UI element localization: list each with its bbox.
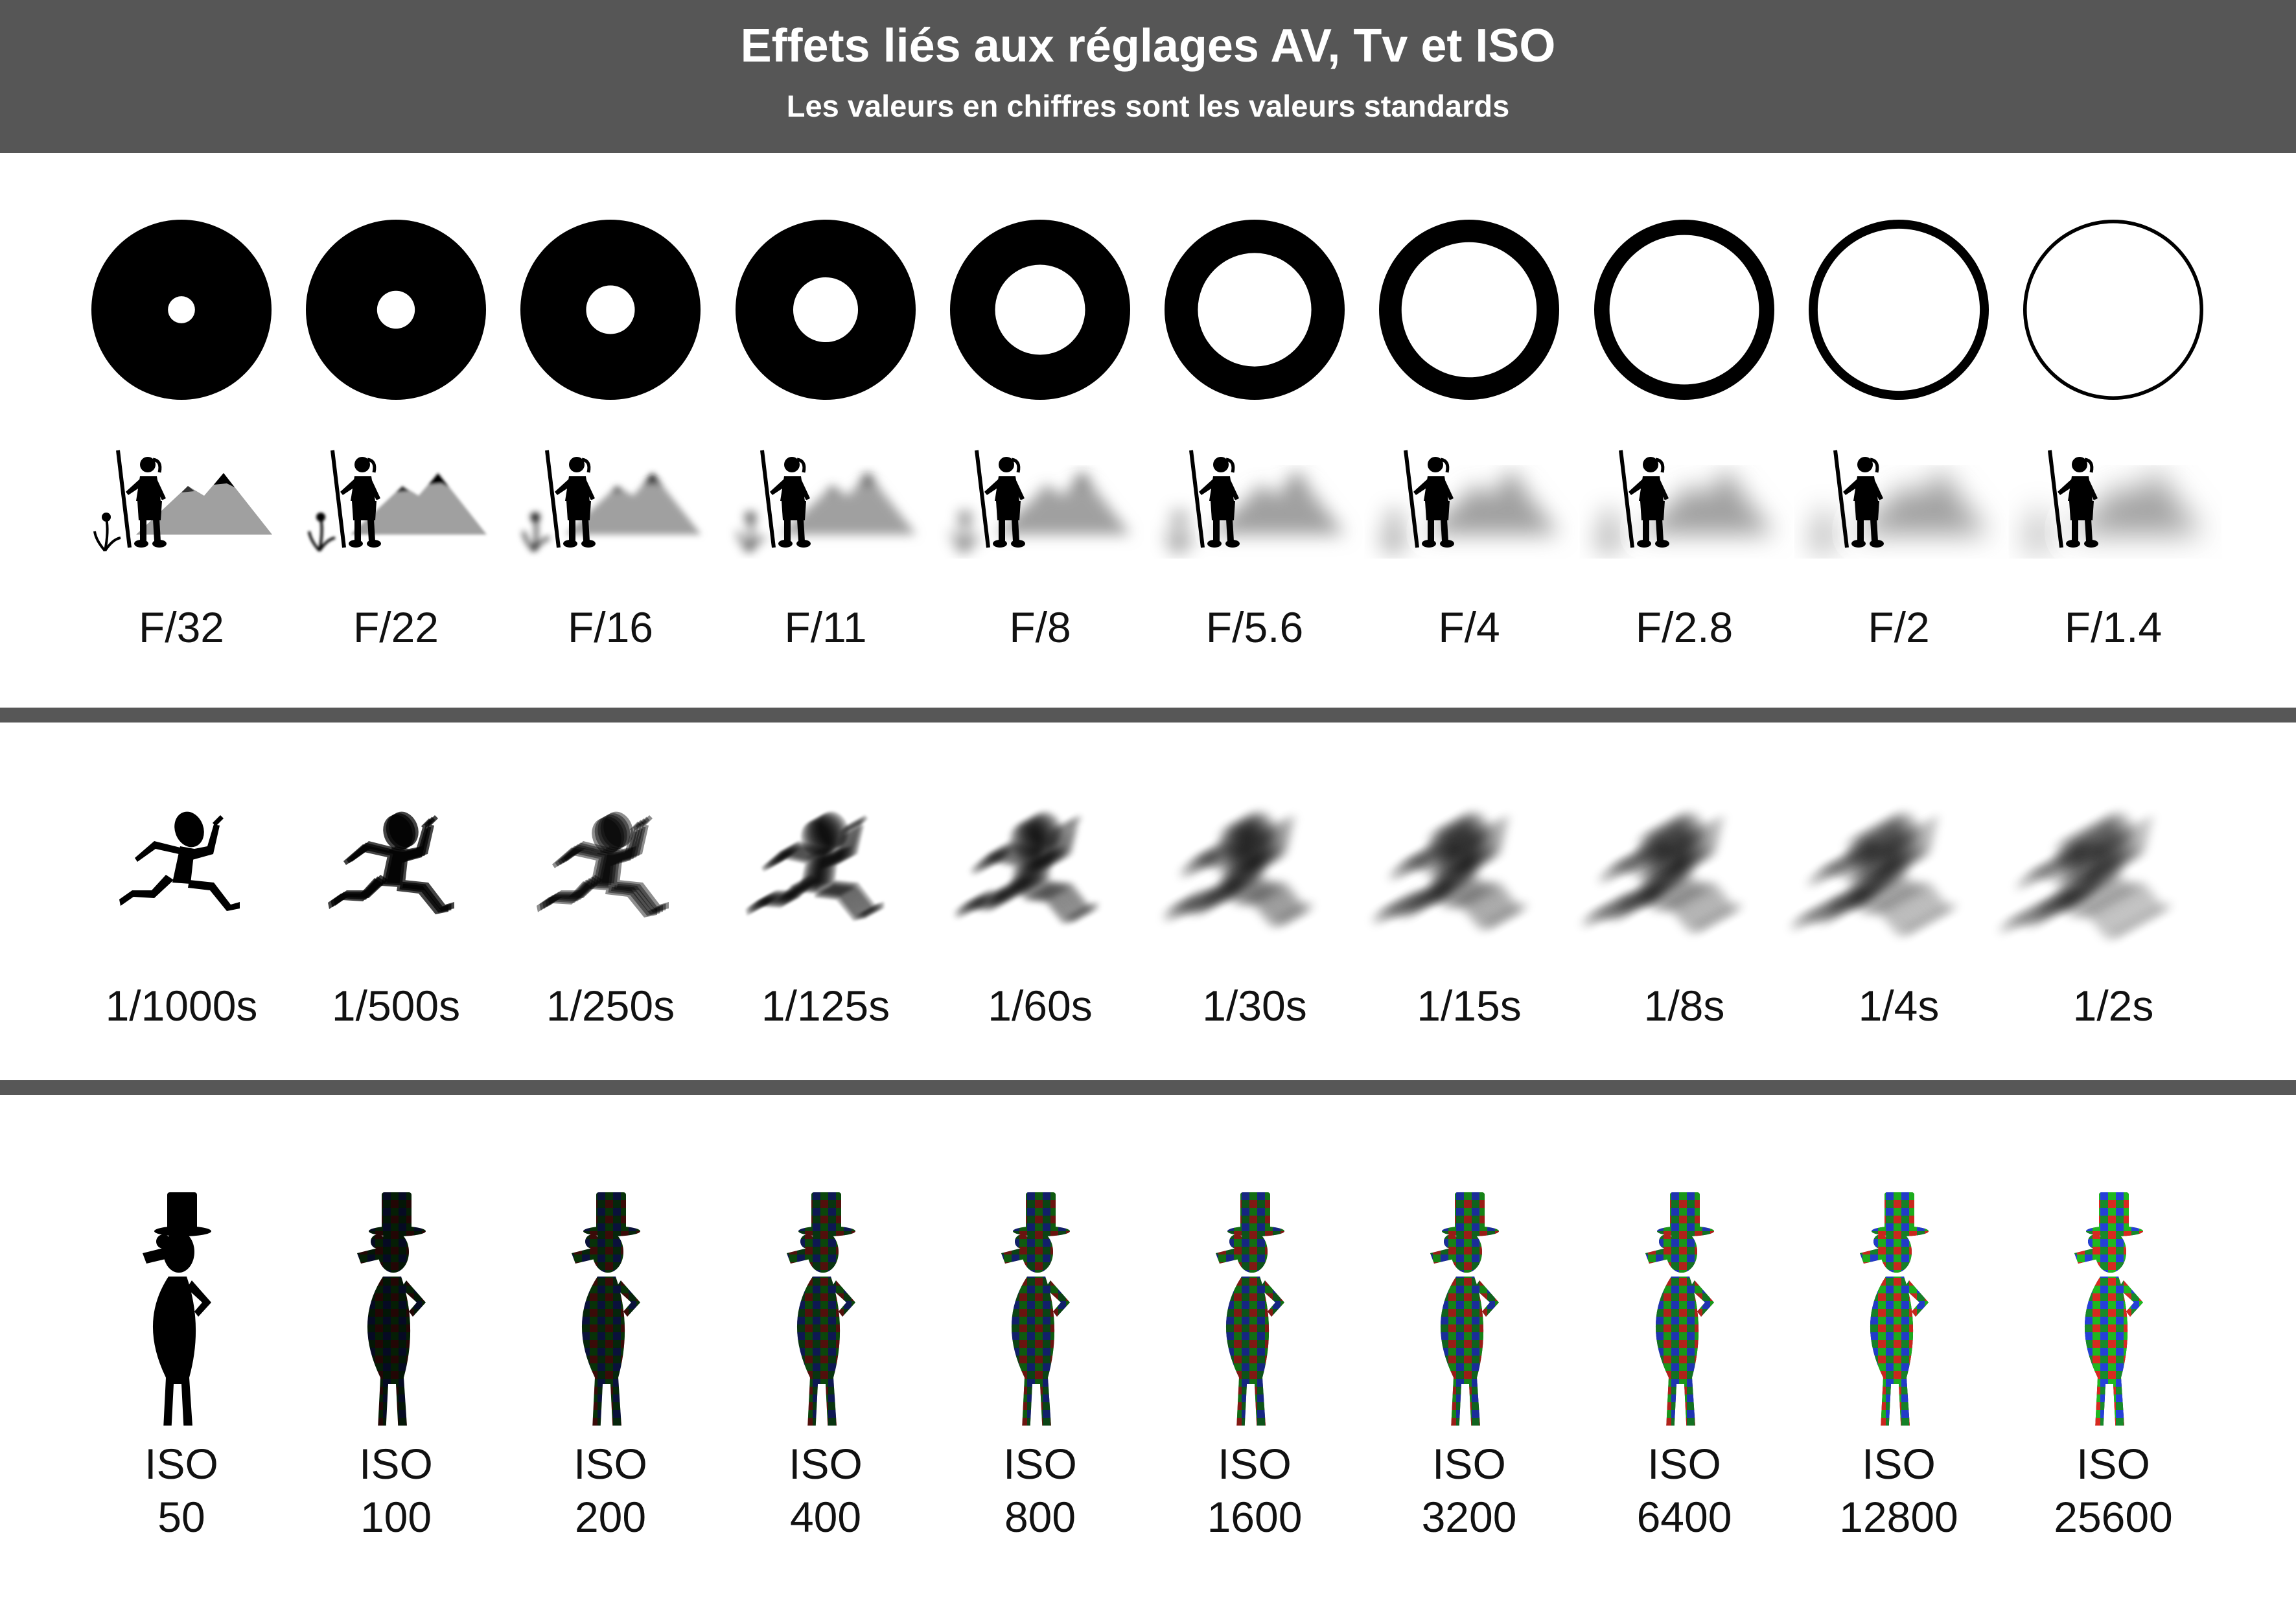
iso-noise-row <box>143 1192 2143 1426</box>
gentleman-top-hat-icon-6 <box>1430 1192 1499 1426</box>
header: Effets liés aux réglages AV, Tv et ISO L… <box>0 0 2296 153</box>
iso-label-value: 800 <box>1004 1493 1076 1541</box>
running-figure-icon-1 <box>328 807 454 914</box>
aperture-label: F/32 <box>138 603 225 651</box>
aperture-label: F/1.4 <box>2064 603 2163 651</box>
iso-label-value: 25600 <box>2054 1493 2173 1541</box>
gentleman-top-hat-icon-5 <box>1216 1192 1284 1426</box>
aperture-label: F/5.6 <box>1205 603 1304 651</box>
aperture-label: F/22 <box>353 603 439 651</box>
depth-of-field-row <box>93 441 2204 552</box>
aperture-label: F/2.8 <box>1635 603 1734 651</box>
shutter-speed-label: 1/8s <box>1643 982 1725 1030</box>
iso-label-prefix: ISO <box>145 1440 218 1488</box>
iso-label-prefix: ISO <box>1432 1440 1506 1488</box>
running-figure-icon-6 <box>1372 807 1527 931</box>
running-figure-icon-8 <box>1790 807 1957 937</box>
iso-label-prefix: ISO <box>1862 1440 1936 1488</box>
iso-label-prefix: ISO <box>359 1440 433 1488</box>
section-divider-2 <box>0 1080 2296 1095</box>
hiker-mountain-icon-1 <box>308 450 487 552</box>
aperture-disc-8 <box>1809 220 1989 400</box>
hiker-mountain-icon-8 <box>1811 450 1989 552</box>
running-figure-icon-4 <box>955 807 1098 924</box>
motion-blur-row <box>119 807 2172 940</box>
iso-label: ISO 800 <box>943 1437 1137 1543</box>
iso-label: ISO 200 <box>513 1437 708 1543</box>
running-figure-icon-0 <box>119 807 240 911</box>
iso-label-prefix: ISO <box>1003 1440 1077 1488</box>
section-divider-1 <box>0 708 2296 723</box>
aperture-disc-3 <box>736 220 916 400</box>
gentleman-top-hat-icon-9 <box>2074 1192 2143 1426</box>
hiker-mountain-icon-9 <box>2025 450 2204 552</box>
shutter-speed-label: 1/250s <box>546 982 675 1030</box>
shutter-speed-label: 1/60s <box>988 982 1093 1030</box>
aperture-disc-9 <box>2023 220 2203 400</box>
iso-label-value: 200 <box>574 1493 647 1541</box>
hiker-mountain-icon-5 <box>1166 450 1345 552</box>
gentleman-top-hat-icon-3 <box>787 1192 855 1426</box>
shutter-speed-label: 1/2s <box>2072 982 2154 1030</box>
iso-label-value: 6400 <box>1636 1493 1732 1541</box>
iso-label-prefix: ISO <box>1647 1440 1721 1488</box>
gentleman-top-hat-icon-0 <box>143 1192 211 1426</box>
shutter-speed-label: 1/500s <box>331 982 461 1030</box>
iso-label: ISO 1600 <box>1157 1437 1352 1543</box>
iso-label-value: 50 <box>157 1493 205 1541</box>
iso-label-value: 1600 <box>1207 1493 1303 1541</box>
aperture-label: F/2 <box>1868 603 1930 651</box>
iso-label-prefix: ISO <box>789 1440 863 1488</box>
shutter-speed-label: 1/4s <box>1858 982 1940 1030</box>
iso-label: ISO 100 <box>299 1437 493 1543</box>
page-subtitle: Les valeurs en chiffres sont les valeurs… <box>786 89 1510 123</box>
iso-label-prefix: ISO <box>1218 1440 1292 1488</box>
gentleman-top-hat-icon-8 <box>1860 1192 1929 1426</box>
iso-label-value: 3200 <box>1421 1493 1517 1541</box>
running-figure-icon-5 <box>1163 807 1313 927</box>
aperture-disc-0 <box>91 220 272 400</box>
hiker-mountain-icon-7 <box>1596 450 1775 552</box>
gentleman-top-hat-icon-2 <box>572 1192 640 1426</box>
aperture-disc-7 <box>1594 220 1774 400</box>
iso-label-value: 400 <box>789 1493 862 1541</box>
hiker-mountain-icon-3 <box>737 450 916 552</box>
gentleman-top-hat-icon-1 <box>357 1192 426 1426</box>
aperture-disc-2 <box>520 220 701 400</box>
running-figure-icon-7 <box>1581 807 1743 934</box>
iso-label: ISO 25600 <box>2016 1437 2210 1543</box>
gentleman-top-hat-icon-7 <box>1645 1192 1714 1426</box>
hiker-mountain-icon-4 <box>952 450 1131 552</box>
iso-label-prefix: ISO <box>574 1440 647 1488</box>
iso-label: ISO 6400 <box>1587 1437 1781 1543</box>
aperture-label: F/8 <box>1009 603 1071 651</box>
hiker-mountain-icon-2 <box>522 450 701 552</box>
running-figure-icon-9 <box>1999 807 2172 940</box>
shutter-speed-label: 1/30s <box>1202 982 1307 1030</box>
running-figure-icon-2 <box>537 807 669 918</box>
shutter-speed-label: 1/15s <box>1417 982 1522 1030</box>
hiker-mountain-icon-6 <box>1381 450 1560 552</box>
aperture-label: F/4 <box>1438 603 1500 651</box>
gentleman-top-hat-icon-4 <box>1001 1192 1070 1426</box>
aperture-label: F/16 <box>567 603 654 651</box>
running-figure-icon-3 <box>746 807 884 921</box>
iso-label-value: 100 <box>360 1493 432 1541</box>
iso-label-value: 12800 <box>1839 1493 1958 1541</box>
shutter-speed-label: 1/125s <box>761 982 890 1030</box>
shutter-speed-label: 1/1000s <box>105 982 258 1030</box>
aperture-row <box>91 220 2203 400</box>
iso-label: ISO 3200 <box>1372 1437 1566 1543</box>
aperture-disc-4 <box>950 220 1130 400</box>
iso-label: ISO 50 <box>84 1437 279 1543</box>
aperture-label: F/11 <box>784 603 867 651</box>
iso-label: ISO 12800 <box>1802 1437 1996 1543</box>
iso-label: ISO 400 <box>728 1437 923 1543</box>
aperture-disc-1 <box>306 220 486 400</box>
page-title: Effets liés aux réglages AV, Tv et ISO <box>740 20 1556 72</box>
aperture-disc-5 <box>1165 220 1345 400</box>
hiker-mountain-icon-0 <box>93 450 272 552</box>
iso-label-prefix: ISO <box>2076 1440 2150 1488</box>
aperture-disc-6 <box>1379 220 1559 400</box>
